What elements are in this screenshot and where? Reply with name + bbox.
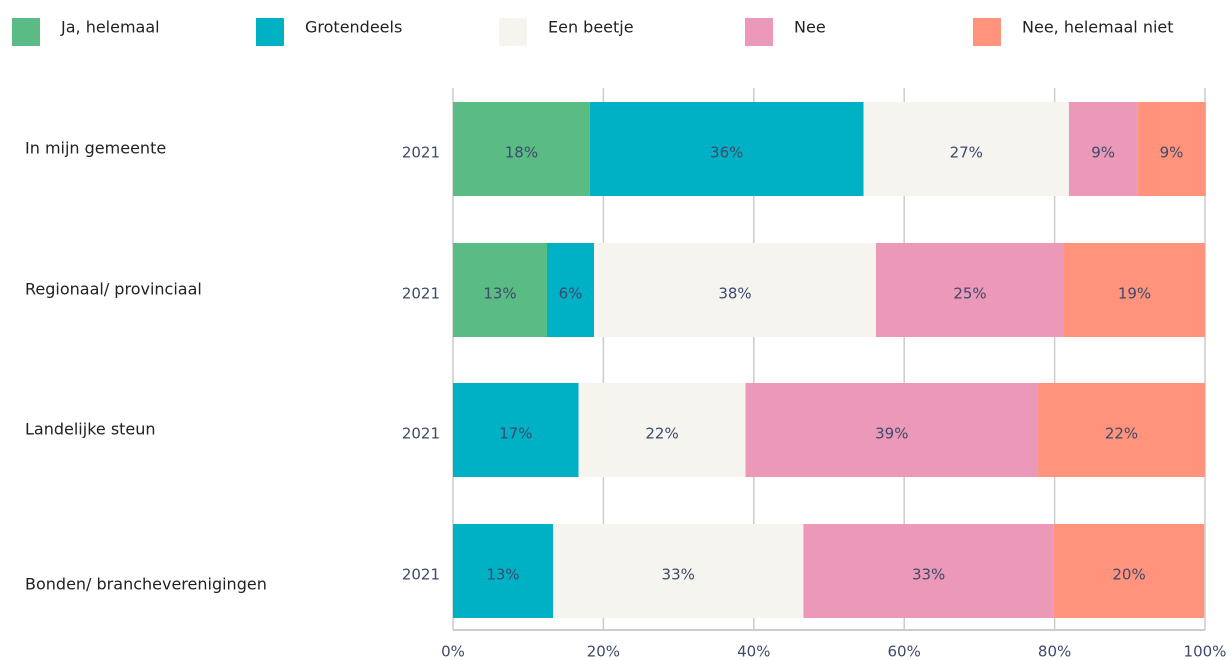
category-label: Landelijke steun [25,420,156,439]
category-label: Bonden/ brancheverenigingen [25,575,267,594]
value-label: 38% [718,285,751,303]
bar-segment [553,524,804,618]
bar-segment [453,524,554,618]
x-tick-label: 60% [888,643,921,660]
bar-segment [876,243,1064,337]
bar-segment [589,102,864,196]
bar-label: 2021 [402,144,440,162]
value-label: 36% [710,144,743,162]
value-label: 27% [950,144,983,162]
bar-segment [453,102,590,196]
legend-swatch [745,18,773,46]
x-tick-label: 80% [1038,643,1071,660]
bar-segment [453,383,579,477]
x-tick-label: 40% [737,643,770,660]
bar-segment [1068,102,1138,196]
bar-segment [863,102,1069,196]
value-label: 33% [912,566,945,584]
bar-segment [1064,243,1205,337]
value-label: 6% [559,285,583,303]
bar-segment [547,243,594,337]
value-label: 13% [483,285,516,303]
x-tick-label: 20% [587,643,620,660]
bar-segment [578,383,746,477]
legend-label: Ja, helemaal [60,18,160,37]
bar-segment [453,243,547,337]
bar-label: 2021 [402,285,440,303]
value-label: 39% [875,425,908,443]
legend-swatch [12,18,40,46]
bar-segment [1038,383,1205,477]
bar-segment [1053,524,1205,618]
legend-label: Nee, helemaal niet [1022,18,1174,37]
legend-label: Grotendeels [305,18,402,37]
value-label: 17% [499,425,532,443]
category-label: In mijn gemeente [25,139,166,158]
value-label: 9% [1091,144,1115,162]
legend-swatch [256,18,284,46]
value-label: 19% [1118,285,1151,303]
bar-segment [1137,102,1206,196]
bar-segment [803,524,1054,618]
legend-swatch [499,18,527,46]
value-label: 22% [645,425,678,443]
bar-label: 2021 [402,566,440,584]
value-label: 9% [1160,144,1184,162]
bar-segment [594,243,876,337]
value-label: 20% [1112,566,1145,584]
x-tick-label: 0% [441,643,465,660]
legend-swatch [973,18,1001,46]
bar-segment [745,383,1039,477]
value-label: 22% [1105,425,1138,443]
legend-label: Een beetje [548,18,634,37]
legend-label: Nee [794,18,826,37]
value-label: 18% [505,144,538,162]
value-label: 25% [953,285,986,303]
category-label: Regionaal/ provinciaal [25,280,202,299]
value-label: 13% [486,566,519,584]
x-tick-label: 100% [1184,643,1227,660]
value-label: 33% [662,566,695,584]
bar-label: 2021 [402,425,440,443]
